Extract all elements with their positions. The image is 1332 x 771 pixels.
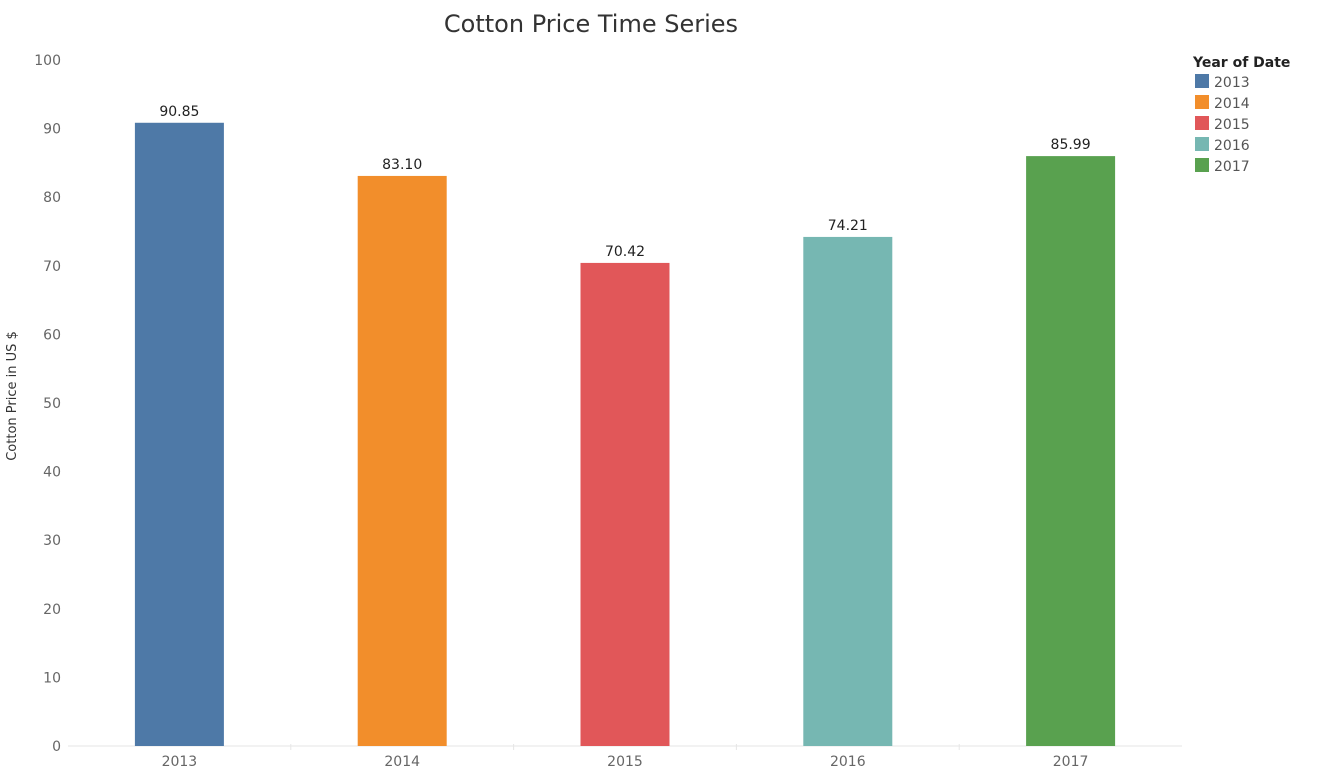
bar-2014[interactable] [357,175,447,746]
data-label-2014: 83.10 [382,157,422,173]
x-tick-label: 2017 [1053,754,1089,770]
y-axis-label: Cotton Price in US $ [5,331,20,461]
y-tick-label: 20 [43,602,61,618]
legend-entry-2016[interactable]: 2016 [1214,138,1250,154]
x-tick-label: 2016 [830,754,866,770]
bar-2015[interactable] [580,262,670,746]
legend-swatch-2015 [1195,116,1209,130]
data-label-2015: 70.42 [605,244,645,260]
data-label-2016: 74.21 [828,218,868,234]
x-tick-label: 2014 [384,754,420,770]
chart-title: Cotton Price Time Series [444,10,738,38]
x-tick-label: 2013 [162,754,198,770]
legend-entry-2013[interactable]: 2013 [1214,75,1250,91]
bar-2016[interactable] [803,236,893,746]
y-tick-label: 60 [43,327,61,343]
y-tick-label: 0 [52,739,61,755]
legend-entry-2014[interactable]: 2014 [1214,96,1250,112]
y-tick-label: 40 [43,465,61,481]
legend-entry-2015[interactable]: 2015 [1214,117,1250,133]
legend-entry-2017[interactable]: 2017 [1214,159,1250,175]
y-tick-label: 80 [43,190,61,206]
legend-swatch-2016 [1195,137,1209,151]
y-axis: 0 10 20 30 40 50 60 70 80 90 100 [34,53,61,755]
y-tick-label: 100 [34,53,61,69]
legend-swatch-2014 [1195,95,1209,109]
bar-2017[interactable] [1026,156,1116,747]
legend: Year of Date 2013 2014 2015 2016 2017 [1192,55,1290,175]
y-tick-label: 30 [43,533,61,549]
plot-area: 90.85 83.10 70.42 74.21 85.99 [68,104,1182,747]
y-tick-label: 90 [43,122,61,138]
x-tick-label: 2015 [607,754,643,770]
y-tick-label: 50 [43,396,61,412]
y-tick-label: 10 [43,670,61,686]
legend-swatch-2013 [1195,74,1209,88]
y-tick-label: 70 [43,259,61,275]
data-label-2013: 90.85 [159,104,199,120]
legend-swatch-2017 [1195,158,1209,172]
legend-title: Year of Date [1192,55,1290,71]
bar-2013[interactable] [134,122,224,747]
data-label-2017: 85.99 [1051,137,1091,153]
x-axis: 2013 2014 2015 2016 2017 [162,744,1089,770]
